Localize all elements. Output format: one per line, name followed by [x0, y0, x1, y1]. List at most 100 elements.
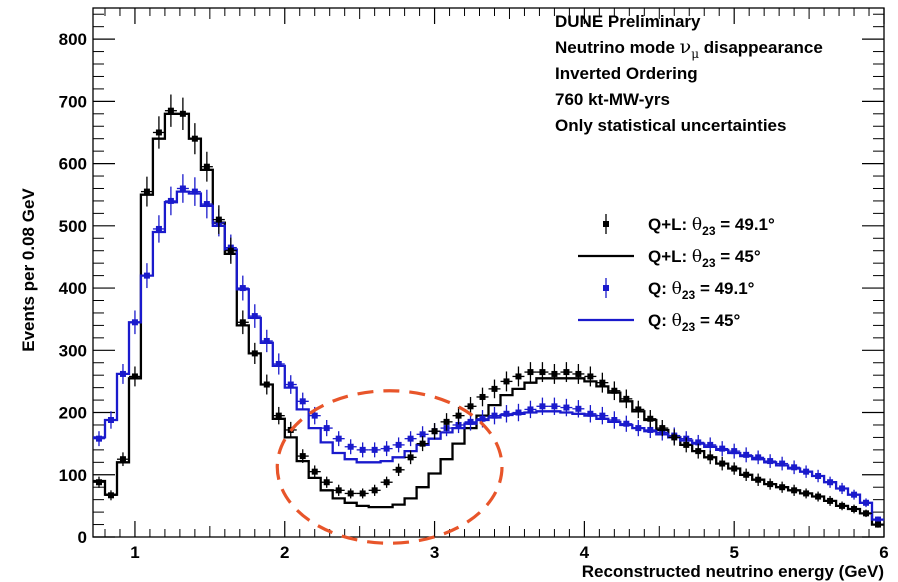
data-point	[119, 456, 126, 463]
data-point	[815, 473, 822, 480]
data-point	[299, 453, 306, 460]
data-point	[491, 385, 498, 392]
data-point	[311, 468, 318, 475]
data-point	[335, 487, 342, 494]
data-point	[503, 378, 510, 385]
data-point	[407, 435, 414, 442]
data-point	[839, 502, 846, 509]
legend: Q+L: θ23 = 49.1° Q+L: θ23 = 45° Q: θ23 = 4…	[578, 214, 775, 334]
data-point	[407, 454, 414, 461]
series-points	[93, 94, 884, 528]
data-point	[647, 415, 654, 422]
data-point	[623, 395, 630, 402]
data-point	[695, 448, 702, 455]
data-point	[383, 445, 390, 452]
data-point	[515, 373, 522, 380]
data-point	[191, 188, 198, 195]
data-point	[503, 410, 510, 417]
info-line-2: Neutrino mode νμ disappearance	[555, 36, 823, 61]
data-point	[191, 135, 198, 142]
data-point	[299, 398, 306, 405]
data-point	[563, 404, 570, 411]
data-point	[815, 493, 822, 500]
data-point	[779, 484, 786, 491]
legend-entry: Q: θ23 = 45°	[578, 311, 741, 334]
data-point	[671, 434, 678, 441]
data-point	[431, 428, 438, 435]
data-point	[251, 313, 258, 320]
data-point	[263, 381, 270, 388]
series-layer	[93, 94, 884, 528]
y-tick-label: 300	[59, 341, 87, 360]
data-point	[515, 409, 522, 416]
series-step-line	[93, 190, 884, 521]
data-point	[143, 188, 150, 195]
data-point	[575, 370, 582, 377]
data-point	[359, 446, 366, 453]
data-point	[587, 373, 594, 380]
data-point	[803, 490, 810, 497]
info-line-5: Only statistical uncertainties	[555, 116, 786, 135]
data-point	[827, 497, 834, 504]
data-point	[791, 487, 798, 494]
data-point	[599, 412, 606, 419]
data-point	[95, 479, 102, 486]
series-points	[93, 174, 884, 523]
data-point	[179, 110, 186, 117]
data-point	[467, 418, 474, 425]
data-point	[707, 454, 714, 461]
x-tick-label: 1	[130, 543, 139, 562]
data-point	[335, 435, 342, 442]
data-point	[875, 516, 882, 523]
x-tick-label: 3	[430, 543, 439, 562]
data-point	[131, 319, 138, 326]
info-line-2-pre: Neutrino mode	[555, 38, 680, 57]
x-tick-label: 5	[729, 543, 738, 562]
legend-label: Q: θ23 = 49.1°	[648, 279, 755, 302]
data-point	[527, 369, 534, 376]
data-point	[155, 225, 162, 232]
data-point	[647, 426, 654, 433]
x-tick-label: 2	[280, 543, 289, 562]
data-point	[731, 465, 738, 472]
y-tick-label: 600	[59, 155, 87, 174]
y-tick-label: 400	[59, 279, 87, 298]
data-point	[383, 479, 390, 486]
data-point	[275, 360, 282, 367]
y-tick-label: 0	[78, 528, 87, 547]
data-point	[587, 410, 594, 417]
legend-entry: Q+L: θ23 = 45°	[578, 247, 761, 270]
info-line-2-post: disappearance	[699, 38, 823, 57]
x-tick-label: 4	[580, 543, 590, 562]
y-tick-label: 700	[59, 92, 87, 111]
data-point	[311, 412, 318, 419]
data-point	[347, 490, 354, 497]
y-tick-label: 500	[59, 217, 87, 236]
data-point	[419, 440, 426, 447]
data-point	[203, 163, 210, 170]
data-point	[803, 468, 810, 475]
info-block: DUNE Preliminary Neutrino mode νμ disapp…	[555, 12, 823, 135]
info-line-1: DUNE Preliminary	[555, 12, 701, 31]
data-point	[791, 464, 798, 471]
data-point	[479, 393, 486, 400]
data-point	[539, 369, 546, 376]
plot-border	[92, 7, 885, 538]
data-point	[851, 491, 858, 498]
data-point	[863, 510, 870, 517]
data-point	[851, 505, 858, 512]
data-point	[455, 421, 462, 428]
data-point	[203, 201, 210, 208]
data-point	[215, 216, 222, 223]
data-point	[743, 451, 750, 458]
data-point	[143, 272, 150, 279]
data-point	[779, 460, 786, 467]
data-point	[167, 197, 174, 204]
data-point	[443, 418, 450, 425]
plot-frame	[92, 7, 885, 538]
data-point	[395, 441, 402, 448]
x-tick-label: 6	[879, 543, 888, 562]
mu-subscript: μ	[691, 47, 699, 61]
data-point	[875, 521, 882, 528]
data-point	[755, 476, 762, 483]
